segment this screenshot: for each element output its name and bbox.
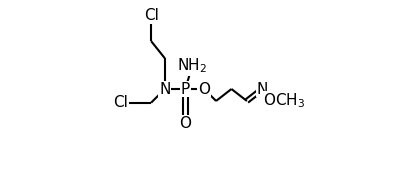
- Text: Cl: Cl: [113, 95, 128, 110]
- Text: N: N: [159, 82, 170, 96]
- Text: P: P: [181, 82, 190, 96]
- Text: O: O: [198, 82, 210, 96]
- Text: NH$_2$: NH$_2$: [177, 57, 207, 75]
- Text: O: O: [267, 93, 279, 108]
- Text: O: O: [179, 116, 191, 131]
- Text: Cl: Cl: [144, 8, 158, 23]
- Text: OCH$_3$: OCH$_3$: [263, 92, 306, 110]
- Text: N: N: [257, 82, 268, 96]
